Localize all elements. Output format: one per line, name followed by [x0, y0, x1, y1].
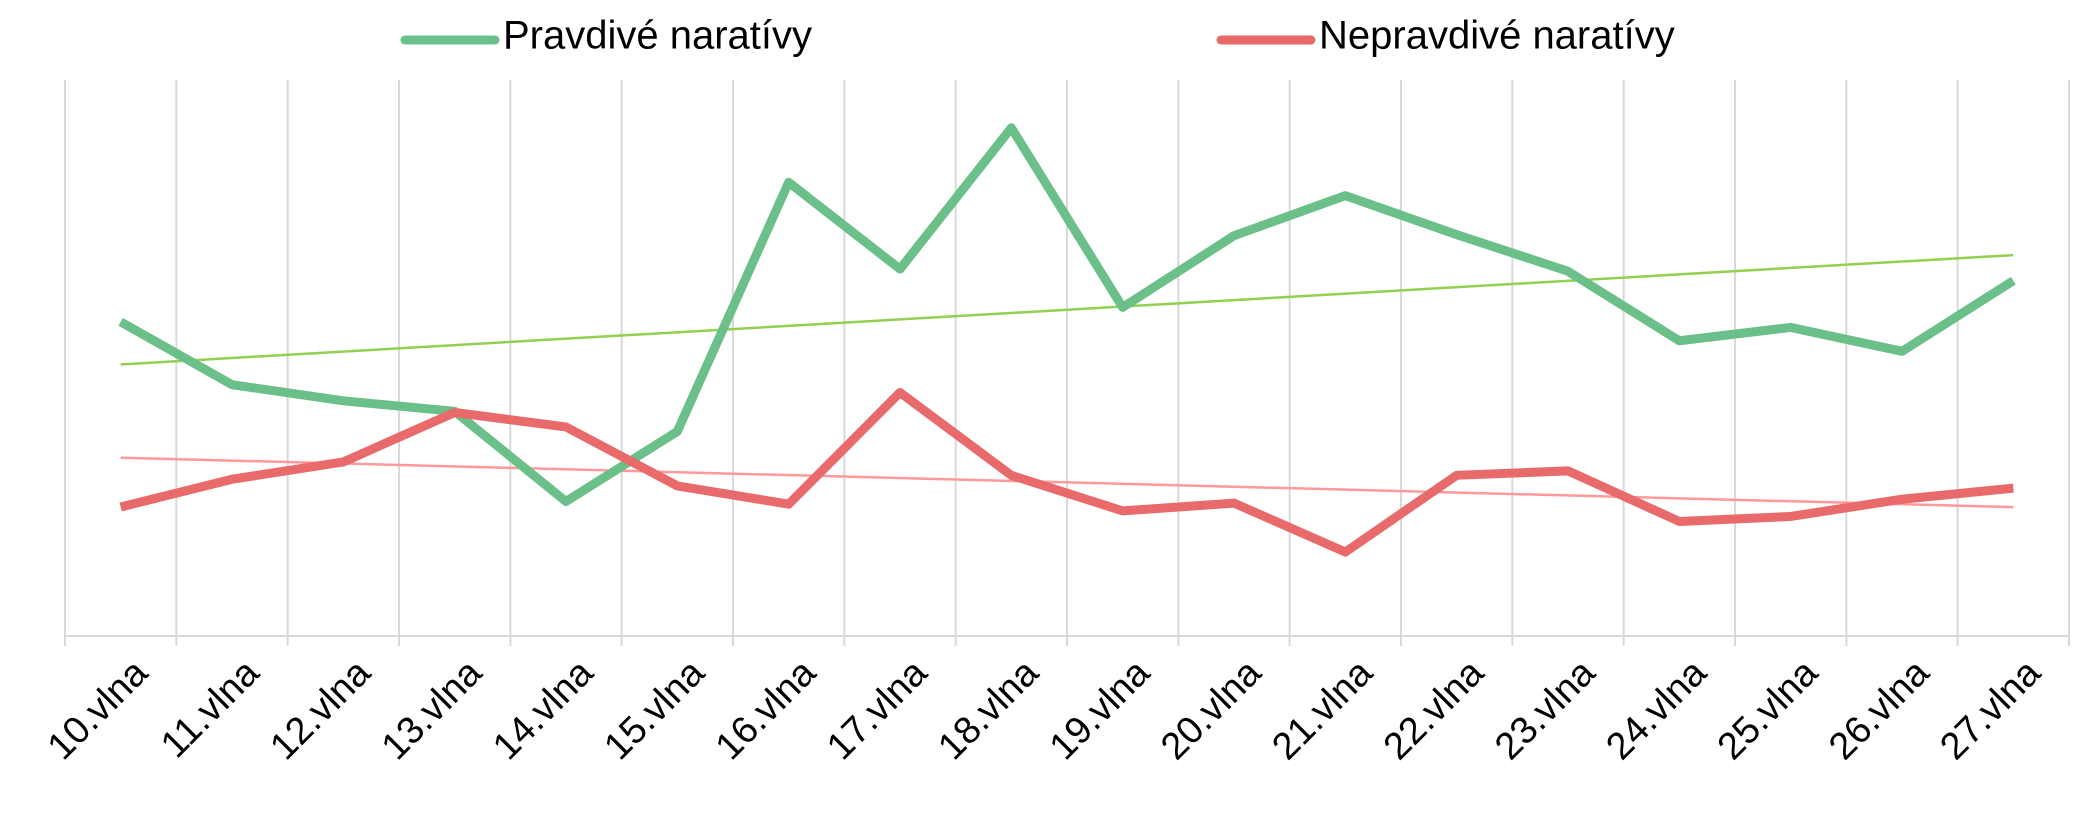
- trendline: [120, 456, 2014, 509]
- x-tick-label: 14.vlna: [485, 651, 602, 768]
- x-tick-label: 12.vlna: [262, 651, 379, 768]
- x-tick-label: 17.vlna: [819, 651, 936, 768]
- x-tick-label: 27.vlna: [1932, 651, 2049, 768]
- x-tick-label: 13.vlna: [374, 651, 491, 768]
- trendline: [120, 253, 2014, 366]
- series-line: [119, 387, 2014, 557]
- x-tick-label: 26.vlna: [1821, 651, 1938, 768]
- x-tick-label: 10.vlna: [40, 651, 157, 768]
- x-tick-label: 15.vlna: [596, 651, 713, 768]
- x-tick-label: 24.vlna: [1598, 651, 1715, 768]
- x-tick-label: 21.vlna: [1264, 651, 1381, 768]
- x-tick-label: 22.vlna: [1376, 651, 1493, 768]
- legend-label: Nepravdivé naratívy: [1319, 14, 1675, 58]
- x-tick-label: 20.vlna: [1153, 651, 1270, 768]
- x-tick-label: 16.vlna: [708, 651, 825, 768]
- x-tick-label: 18.vlna: [930, 651, 1047, 768]
- x-tick-label: 23.vlna: [1487, 651, 1604, 768]
- series-line: [118, 123, 2016, 506]
- legend-label: Pravdivé naratívy: [503, 14, 812, 58]
- x-tick-label: 11.vlna: [153, 651, 268, 766]
- x-tick-label: 19.vlna: [1042, 651, 1159, 768]
- x-tick-label: 25.vlna: [1710, 651, 1827, 768]
